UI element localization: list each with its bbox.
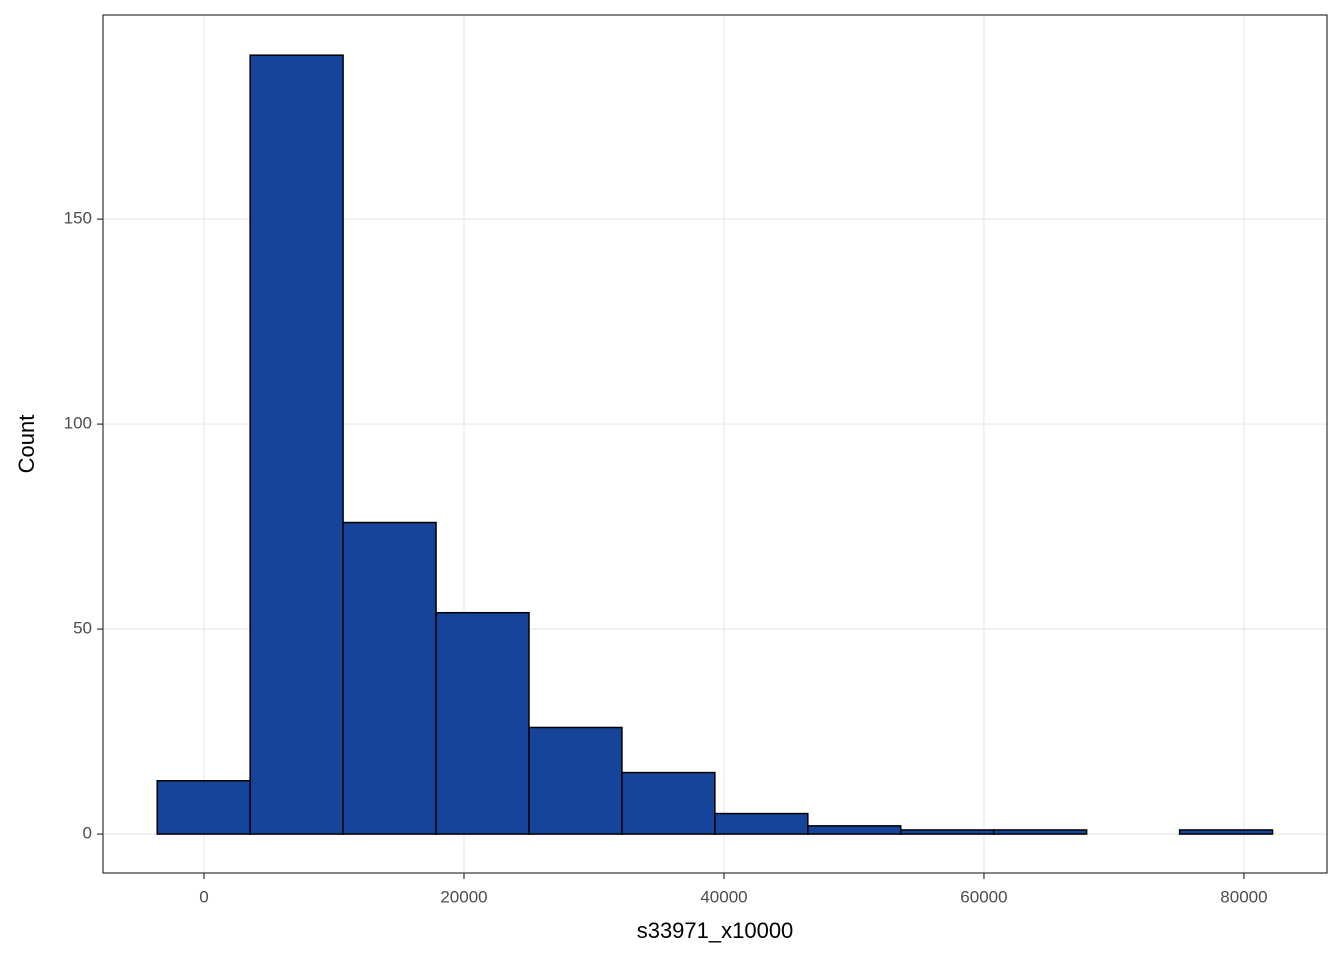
x-axis-title: s33971_x10000 <box>637 918 794 943</box>
y-axis-title: Count <box>14 415 39 474</box>
y-tick-label: 50 <box>73 619 92 638</box>
bar <box>435 611 530 835</box>
bar <box>1178 829 1274 835</box>
bar <box>900 829 995 835</box>
bar <box>714 812 809 835</box>
bars <box>156 54 1274 835</box>
bar <box>528 726 623 835</box>
bar <box>621 771 716 835</box>
y-tick-label: 150 <box>64 209 92 228</box>
x-tick-label: 20000 <box>440 887 487 906</box>
x-tick-label: 80000 <box>1220 887 1267 906</box>
bar <box>249 54 344 835</box>
y-tick-label: 100 <box>64 414 92 433</box>
bar <box>992 829 1088 835</box>
x-tick-label: 0 <box>199 887 208 906</box>
bar <box>807 825 902 835</box>
bar <box>342 521 437 835</box>
x-tick-label: 40000 <box>700 887 747 906</box>
y-tick-label: 0 <box>83 824 92 843</box>
panel-border <box>102 14 1328 874</box>
bar <box>156 780 251 835</box>
x-tick-label: 60000 <box>960 887 1007 906</box>
ticks: 0 20000 40000 60000 80000 0 50 100 150 <box>64 209 1268 907</box>
